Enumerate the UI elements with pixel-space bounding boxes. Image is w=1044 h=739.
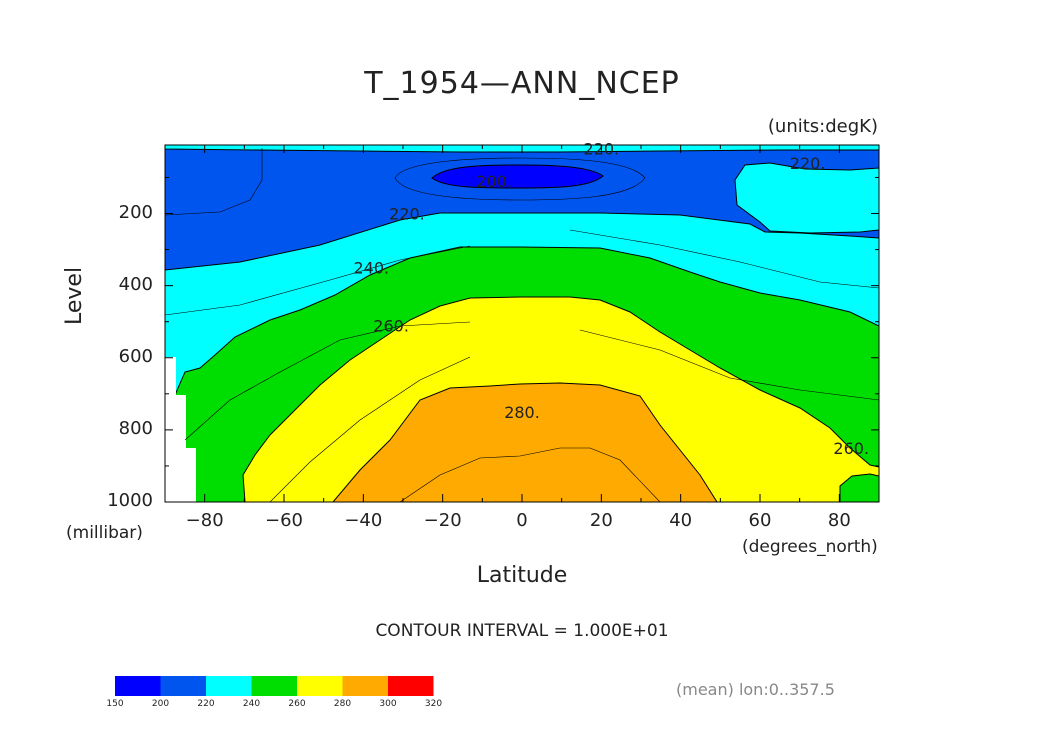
colorbar-swatch (115, 676, 161, 696)
contour-label: 280. (504, 403, 540, 422)
colorbar-level-label: 300 (379, 699, 397, 709)
colorbar-swatch (160, 676, 206, 696)
x-tick-label: −20 (423, 510, 462, 531)
missing-data-area (165, 357, 196, 502)
fill-240-260-nh-corner (839, 473, 879, 502)
y-tick-label: 200 (118, 201, 153, 223)
x-tick-label: 60 (748, 510, 772, 531)
contour-line (569, 229, 879, 289)
x-tick-label: 40 (669, 510, 693, 531)
x-axis-label: Latitude (476, 563, 568, 588)
colorbar-level-label: 260 (288, 699, 306, 709)
y-tick-label: 800 (118, 417, 153, 439)
mean-note: (mean) lon:0..357.5 (676, 680, 835, 699)
x-tick-label: −80 (185, 510, 224, 531)
fill-150-200-core (431, 164, 604, 189)
x-tick-marks (164, 145, 880, 502)
contour-fills (165, 145, 879, 502)
y-axis-unit: (millibar) (66, 523, 143, 543)
colorbar-swatch (388, 676, 434, 696)
contour-label: 200. (476, 172, 512, 191)
contour-label: 260. (833, 439, 869, 458)
colorbar-level-label: 280 (333, 699, 352, 709)
x-tick-label: −40 (344, 510, 383, 531)
contour-line (579, 329, 879, 401)
x-tick-label: 0 (516, 510, 528, 531)
contour-interval-text: CONTOUR INTERVAL = 1.000E+01 (375, 621, 669, 641)
fill-280-300 (332, 382, 718, 502)
contour-line (184, 321, 471, 441)
colorbar-level-label: 200 (151, 699, 170, 709)
x-axis-unit: (degrees_north) (742, 537, 878, 557)
contour-label: 240. (353, 259, 389, 278)
x-tick-label: 20 (589, 510, 613, 531)
contour-line (269, 356, 471, 502)
colorbar (115, 676, 434, 696)
units-label: (units:degK) (767, 116, 878, 137)
contour-line (399, 447, 661, 502)
colorbar-level-label: 220 (197, 699, 215, 709)
colorbar-swatch (251, 676, 297, 696)
contour-label: 220. (790, 154, 826, 173)
colorbar-swatch (342, 676, 388, 696)
colorbar-level-label: 150 (106, 699, 124, 709)
contour-line (165, 245, 471, 316)
contour-label: 220. (389, 205, 425, 224)
x-tick-label: 80 (827, 510, 851, 531)
y-tick-marks (165, 176, 879, 503)
colorbar-level-label: 320 (424, 699, 443, 709)
colorbar-swatch (206, 676, 252, 696)
y-tick-label: 1000 (107, 490, 153, 511)
colorbar-swatch (297, 676, 343, 696)
colorbar-level-label: 240 (242, 699, 261, 709)
chart-title: T_1954—ANN_NCEP (364, 66, 680, 101)
y-tick-label: 400 (118, 273, 153, 295)
contour-line (394, 157, 646, 201)
fill-220-240-nh (734, 162, 879, 234)
contour-label: 260. (373, 316, 409, 335)
contour-line (165, 148, 263, 216)
y-tick-label: 600 (118, 345, 153, 367)
x-tick-label: −60 (265, 510, 303, 531)
